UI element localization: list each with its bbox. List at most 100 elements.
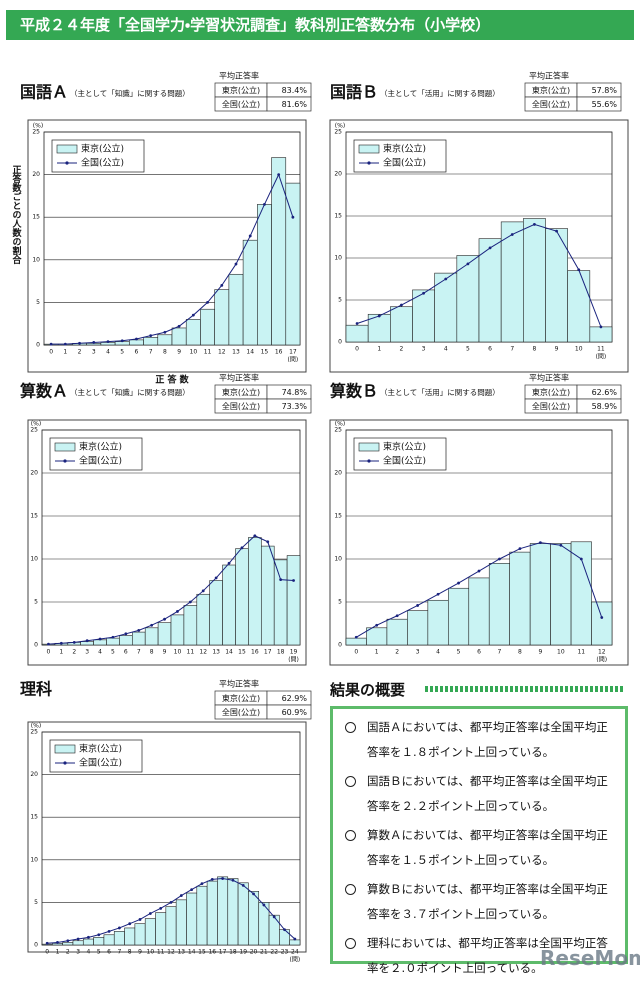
x-tick-label: 16	[208, 949, 216, 956]
y-tick-label: 25	[334, 129, 342, 136]
point	[221, 877, 225, 880]
table-cell	[576, 398, 622, 414]
x-tick-label: 18	[277, 649, 285, 656]
point	[66, 939, 70, 943]
x-tick-label: 9	[555, 346, 559, 353]
x-tick-label: 3	[85, 649, 89, 656]
point	[49, 342, 53, 346]
x-tick-label: 18	[229, 949, 237, 956]
x-tick-label: 0	[45, 949, 49, 956]
table-value: 62.9%	[282, 694, 308, 703]
legend-swatch	[54, 744, 76, 754]
x-unit: (問)	[288, 357, 299, 364]
bar	[273, 559, 288, 646]
y-unit: (%)	[335, 421, 345, 428]
table-value: 62.6%	[592, 388, 618, 397]
legend-label: 東京(公立)	[79, 441, 122, 453]
y-tick-label: 20	[30, 470, 38, 477]
point	[97, 933, 101, 937]
point	[118, 926, 121, 930]
bar	[248, 537, 262, 646]
x-tick-label: 0	[47, 649, 51, 656]
summary-item: 国語Ａにおいては、都平均正答率は全国平均正答率を１.８ポイント上回っている。	[339, 715, 619, 765]
x-tick-label: 8	[150, 649, 154, 656]
x-tick-label: 7	[137, 649, 141, 656]
x-tick-label: 4	[436, 649, 440, 656]
x-tick-label: 0	[354, 649, 358, 656]
bar	[196, 593, 211, 646]
x-tick-label: 23	[281, 949, 289, 956]
summary-item: 理科においては、都平均正答率は全国平均正答率を２.０ポイント上回っている。	[339, 931, 619, 981]
average-title: 平均正答率	[529, 373, 569, 383]
bar	[93, 639, 107, 646]
bar	[143, 337, 159, 346]
x-tick-label: 2	[72, 649, 76, 656]
bar	[523, 218, 546, 343]
x-tick-label: 2	[78, 349, 82, 356]
y-tick-label: 20	[32, 171, 40, 178]
chart-title: 算数Ｂ	[330, 382, 378, 401]
legend-label: 全国(公立)	[79, 757, 122, 769]
x-tick-label: 5	[97, 949, 101, 956]
point	[45, 941, 49, 945]
legend-label: 全国(公立)	[79, 455, 122, 467]
point	[436, 592, 440, 596]
bar	[237, 882, 249, 946]
x-tick-label: 17	[264, 649, 272, 656]
table-value: 73.3%	[282, 402, 308, 411]
bar	[289, 939, 301, 946]
bar	[386, 618, 408, 646]
bar	[200, 308, 215, 346]
y-tick-label: 0	[36, 342, 40, 349]
table-label: 全国(公立)	[222, 99, 260, 109]
legend-label: 全国(公立)	[383, 455, 426, 467]
point	[248, 234, 252, 238]
table-cell	[266, 398, 312, 414]
point	[262, 903, 266, 907]
y-tick-label: 0	[338, 339, 342, 346]
summary-item: 算数Ａにおいては、都平均正答率は全国平均正答率を１.５ポイント上回っている。	[339, 823, 619, 873]
watermark: ReseMom	[540, 946, 640, 970]
bar	[72, 940, 84, 946]
x-tick-label: 1	[375, 649, 379, 656]
y-tick-label: 15	[334, 213, 342, 220]
table-label: 東京(公立)	[222, 387, 260, 397]
point	[179, 894, 183, 897]
bar	[500, 221, 524, 343]
point	[400, 303, 403, 307]
point	[292, 579, 295, 582]
x-tick-label: 1	[59, 649, 63, 656]
chart-title: 国語Ｂ	[330, 83, 378, 102]
y-tick-label: 0	[34, 642, 38, 649]
bar	[591, 601, 613, 646]
table-label: 東京(公立)	[222, 85, 260, 95]
x-tick-label: 14	[246, 349, 254, 356]
x-tick-label: 16	[251, 649, 259, 656]
bar	[478, 238, 502, 343]
average-title: 平均正答率	[219, 373, 259, 383]
point	[214, 576, 218, 580]
x-tick-label: 15	[261, 349, 269, 356]
legend-label: 東京(公立)	[383, 143, 426, 155]
x-tick-label: 4	[87, 949, 91, 956]
bar	[509, 551, 531, 646]
x-unit: (問)	[288, 657, 299, 664]
x-tick-label: 12	[167, 949, 175, 956]
bar	[285, 182, 301, 346]
chart-title: 理科	[20, 680, 52, 699]
bar	[248, 891, 260, 946]
summary-rule	[425, 686, 625, 692]
x-tick-label: 3	[416, 649, 420, 656]
bar	[550, 543, 572, 646]
table-value: 81.6%	[282, 100, 308, 109]
bar	[206, 880, 218, 946]
table-value: 57.8%	[592, 86, 618, 95]
point	[92, 341, 96, 344]
point	[577, 268, 581, 272]
bar	[209, 580, 223, 646]
point	[111, 635, 115, 639]
x-tick-label: 12	[199, 649, 207, 656]
table-value: 55.6%	[592, 100, 618, 109]
bar	[468, 577, 490, 646]
